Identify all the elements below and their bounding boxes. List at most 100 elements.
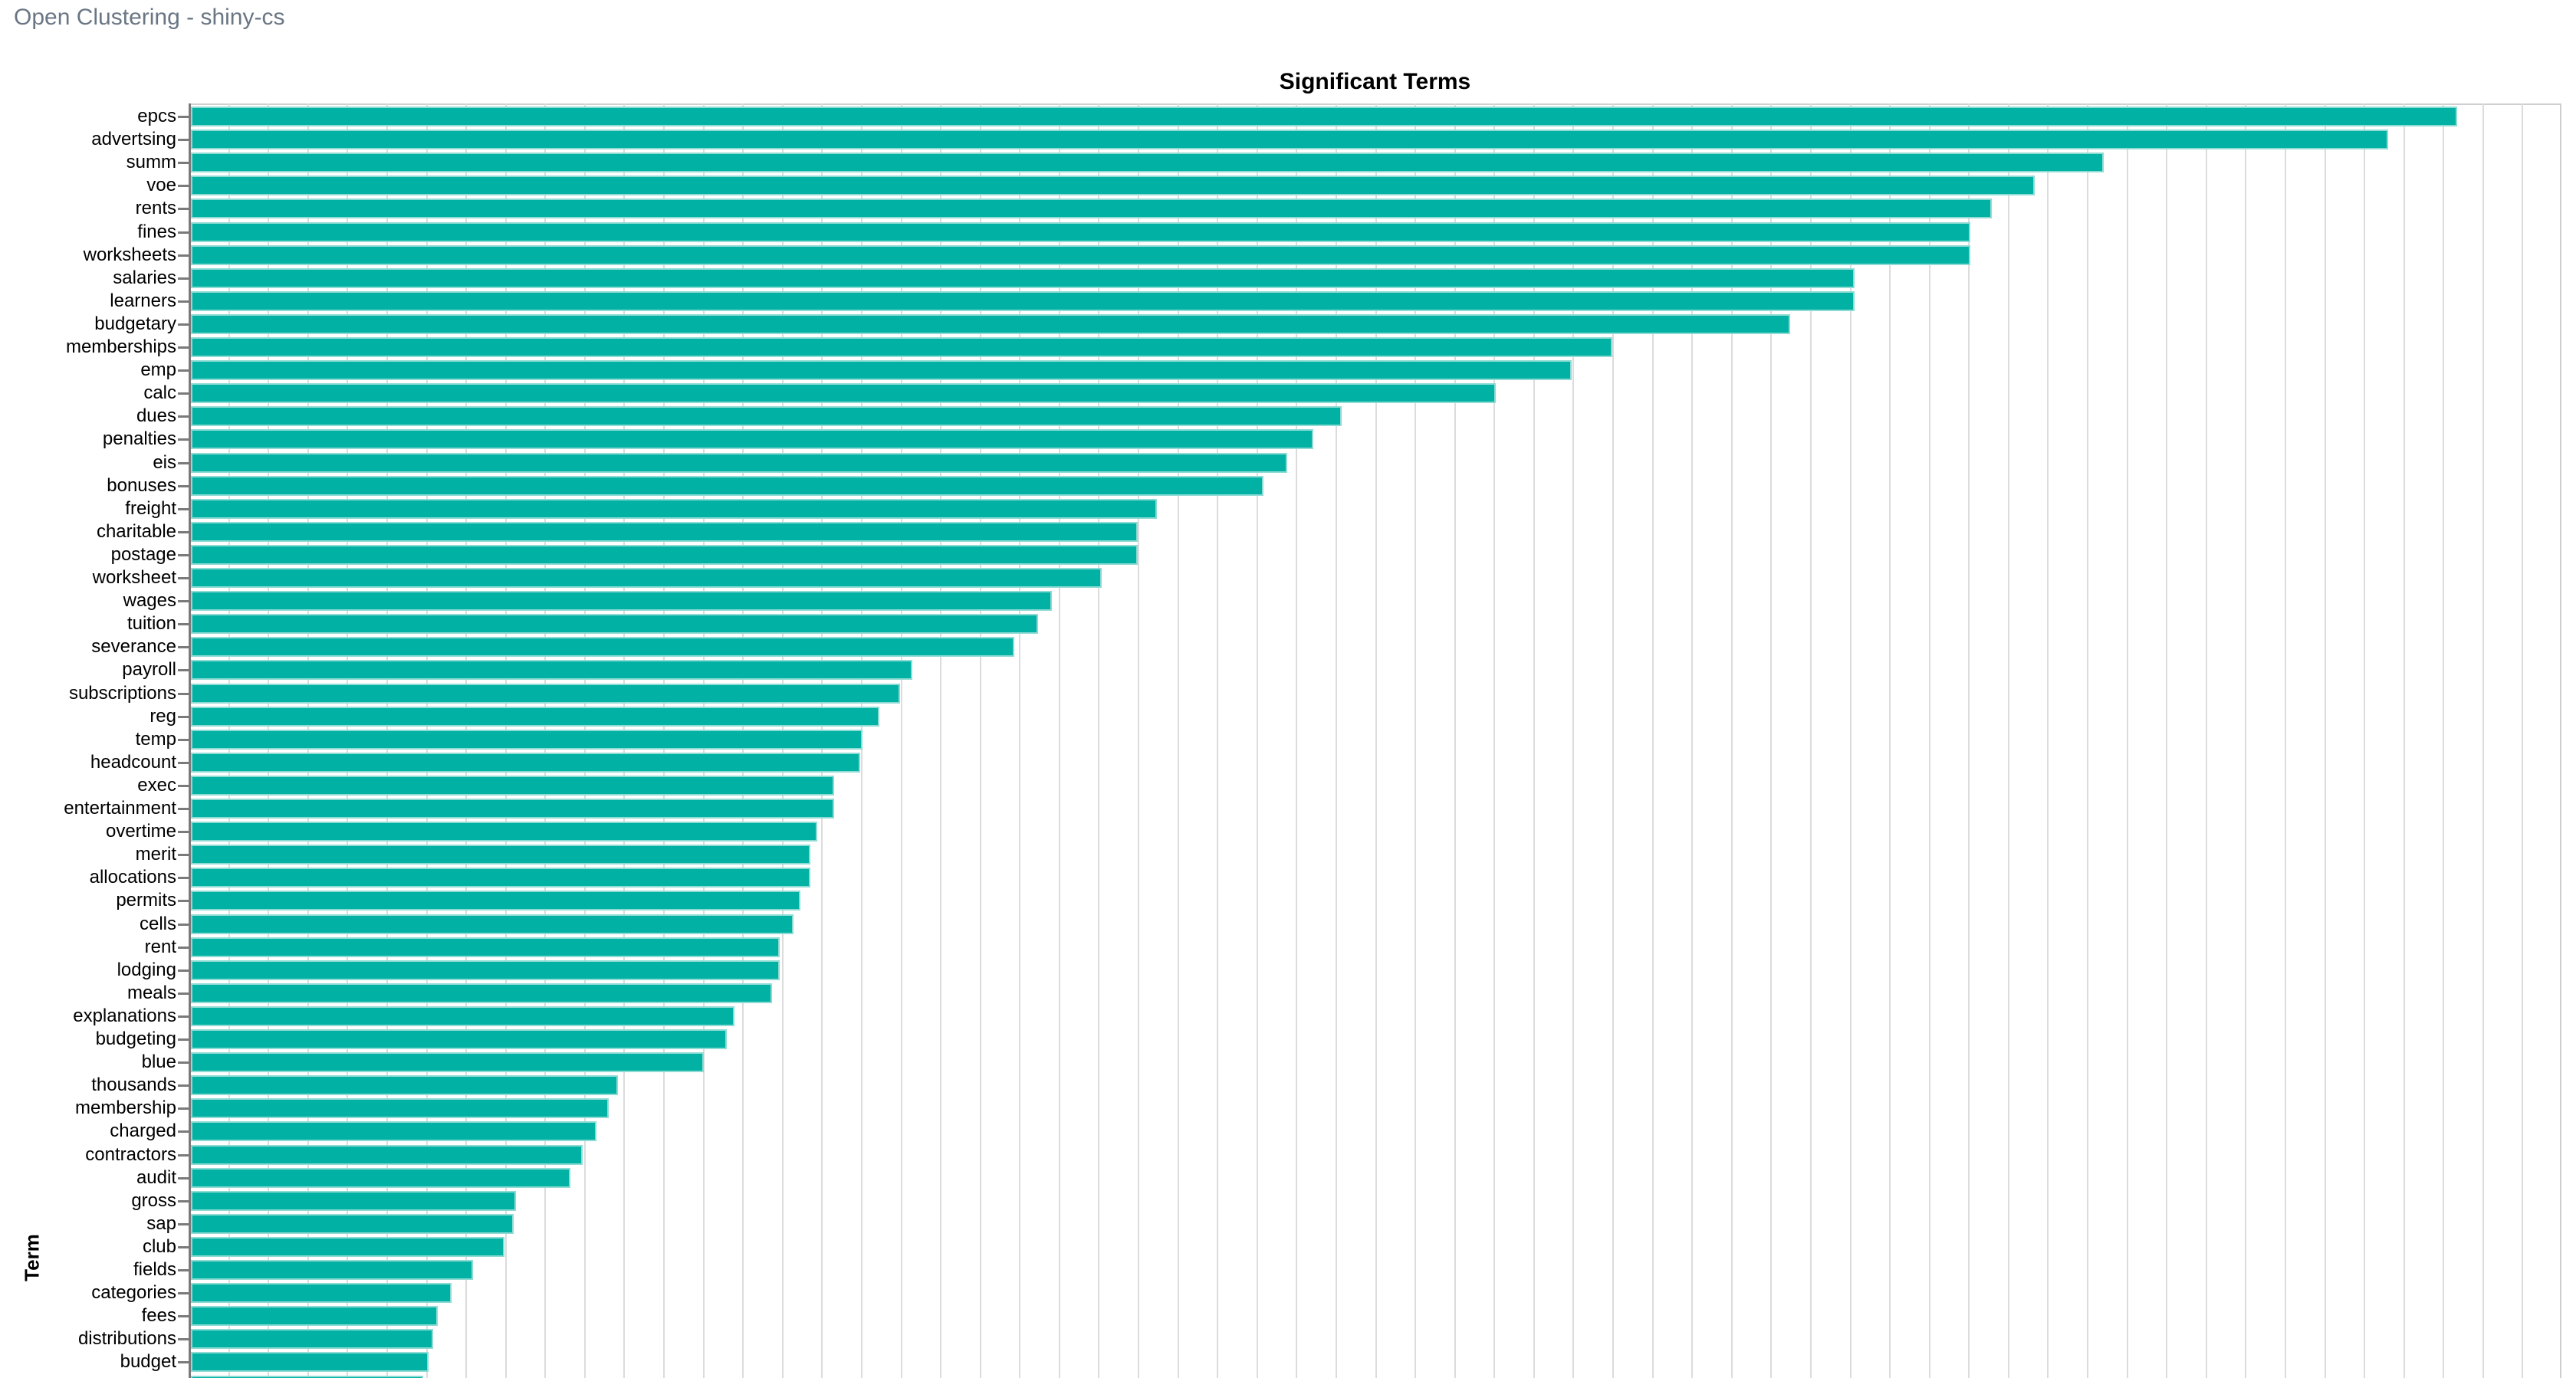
app-title: Open Clustering - shiny-cs <box>14 5 285 30</box>
gridline <box>1849 103 1852 1378</box>
y-tick-mark <box>178 208 189 211</box>
y-tick-label: gross <box>131 1189 176 1211</box>
gridline <box>1493 103 1496 1378</box>
y-tick-mark <box>178 761 189 764</box>
gridline <box>2205 103 2207 1378</box>
y-tick-mark <box>178 392 189 395</box>
bar <box>191 406 1342 427</box>
y-tick-mark <box>178 854 189 857</box>
y-tick-label: eis <box>153 451 176 473</box>
y-tick-mark <box>178 992 189 995</box>
y-tick-mark <box>178 669 189 672</box>
bar <box>191 544 1138 565</box>
bar <box>191 1190 516 1211</box>
y-tick-mark <box>178 346 189 349</box>
y-tick-mark <box>178 369 189 372</box>
bar <box>191 845 810 865</box>
y-tick-mark <box>178 415 189 418</box>
y-tick-label: entertainment <box>64 798 176 819</box>
bar <box>191 244 1971 265</box>
plot-area <box>189 103 2561 1378</box>
gridline <box>2047 103 2049 1378</box>
y-tick-label: wages <box>123 590 176 612</box>
bar <box>191 822 818 842</box>
y-tick-mark <box>178 1361 189 1364</box>
bar <box>191 360 1572 381</box>
gridline <box>1058 103 1060 1378</box>
bar <box>191 1352 429 1373</box>
y-tick-mark <box>178 277 189 280</box>
y-tick-label: worksheets <box>83 244 176 265</box>
y-tick-mark <box>178 1015 189 1018</box>
y-tick-mark <box>178 1222 189 1225</box>
gridline <box>1730 103 1733 1378</box>
bar <box>191 660 912 681</box>
bar <box>191 1306 438 1327</box>
y-tick-label: learners <box>110 290 176 311</box>
y-axis-spine <box>189 103 191 1378</box>
y-tick-mark <box>178 1292 189 1295</box>
y-tick-label: bonuses <box>107 474 176 496</box>
y-tick-label: reg <box>150 705 176 727</box>
y-tick-label: postage <box>110 543 176 565</box>
bar <box>191 337 1612 357</box>
bar <box>191 775 834 796</box>
gridline <box>1691 103 1694 1378</box>
y-tick-label: distributions <box>77 1328 176 1350</box>
y-tick-label: calc <box>143 382 176 404</box>
bar <box>191 198 1993 219</box>
y-tick-mark <box>178 1199 189 1202</box>
gridline <box>2007 103 2009 1378</box>
y-tick-mark <box>178 646 189 649</box>
gridline <box>1454 103 1456 1378</box>
y-tick-label: categories <box>91 1282 176 1304</box>
gridline <box>1217 103 1219 1378</box>
y-tick-label: audit <box>136 1166 176 1188</box>
y-tick-mark <box>178 1061 189 1065</box>
y-tick-label: thousands <box>91 1075 176 1096</box>
gridline <box>1612 103 1614 1378</box>
bar <box>191 1029 728 1049</box>
y-tick-label: charged <box>110 1120 176 1142</box>
bar <box>191 1236 504 1257</box>
bar <box>191 429 1313 450</box>
gridline <box>1256 103 1258 1378</box>
y-tick-mark <box>178 530 189 533</box>
chart-title: Significant Terms <box>1279 69 1471 94</box>
y-tick-label: rents <box>135 198 176 219</box>
y-tick-mark <box>178 553 189 556</box>
y-tick-mark <box>178 185 189 188</box>
bar <box>191 614 1038 635</box>
bar <box>191 1006 734 1026</box>
y-tick-label: worksheet <box>92 567 176 588</box>
plot-right-spine <box>2560 103 2561 1378</box>
y-tick-mark <box>178 831 189 834</box>
y-tick-label: explanations <box>73 1005 176 1026</box>
y-tick-mark <box>178 139 189 142</box>
gridline <box>2284 103 2286 1378</box>
y-tick-mark <box>178 1315 189 1318</box>
gridline <box>2482 103 2484 1378</box>
gridline <box>2166 103 2168 1378</box>
y-tick-label: salaries <box>113 267 176 288</box>
bar <box>191 891 801 911</box>
bar <box>191 521 1138 542</box>
bar <box>191 683 901 704</box>
y-tick-label: fees <box>141 1305 176 1327</box>
y-tick-mark <box>178 969 189 972</box>
y-tick-mark <box>178 300 189 303</box>
bar <box>191 267 1855 288</box>
gridline <box>900 103 902 1378</box>
gridline <box>1375 103 1377 1378</box>
y-tick-label: lodging <box>117 959 176 980</box>
bar <box>191 706 879 727</box>
bar <box>191 752 860 773</box>
bar <box>191 176 2035 196</box>
bar <box>191 475 1263 496</box>
bar <box>191 637 1014 658</box>
y-tick-label: rent <box>144 936 176 957</box>
y-tick-mark <box>178 715 189 718</box>
gridline <box>1019 103 1021 1378</box>
y-tick-label: budgetary <box>94 313 176 334</box>
